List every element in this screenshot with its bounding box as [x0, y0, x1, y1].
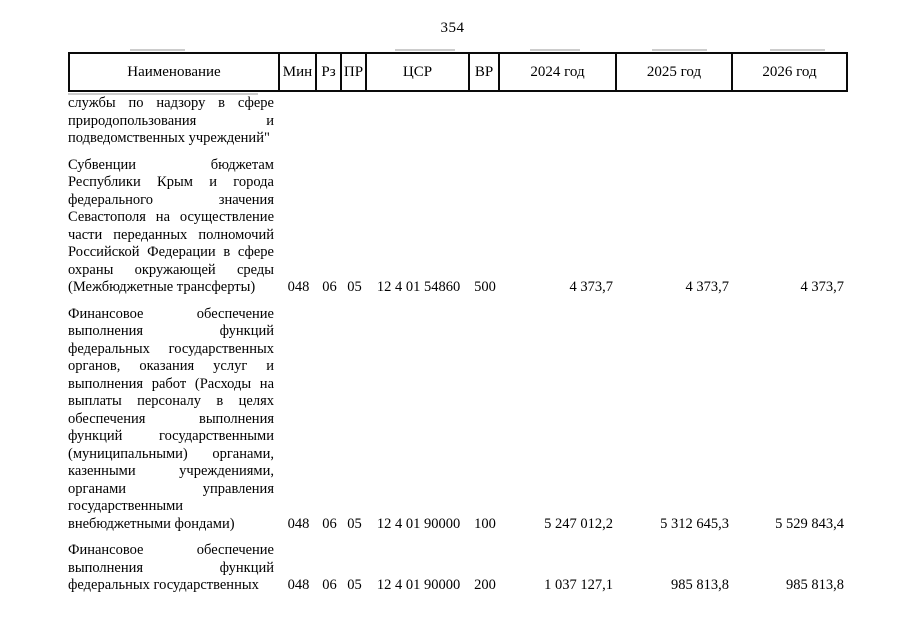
- cell-min: 048: [287, 279, 310, 295]
- table-header: Наименование Мин Рз ПР ЦСР ВР 2024 год 2…: [68, 52, 848, 92]
- cell-2025: 5 312 645,3: [660, 515, 729, 532]
- header-cell-min: Мин: [280, 52, 317, 92]
- cell-vr: 100: [474, 515, 496, 532]
- header-cell-2025: 2025 год: [617, 52, 733, 92]
- cell-min: 048: [287, 515, 310, 532]
- table-row: Субвенции бюджетам Республики Крым и гор…: [68, 157, 848, 297]
- scan-artifact: [68, 93, 258, 95]
- header-cell-name: Наименование: [68, 52, 280, 92]
- cell-name: службы по надзору в сфере природопользов…: [68, 95, 274, 146]
- scan-artifact: [130, 49, 185, 51]
- cell-2025: 4 373,7: [685, 279, 730, 295]
- header-cell-2024: 2024 год: [500, 52, 617, 92]
- cell-csr: 12 4 01 90000: [376, 515, 461, 532]
- cell-2026: 5 529 843,4: [775, 515, 844, 532]
- cell-2024: 1 037 127,1: [544, 577, 613, 593]
- header-cell-rz: Рз: [317, 52, 342, 92]
- cell-2026: 4 373,7: [800, 279, 845, 295]
- cell-pr: 05: [347, 279, 362, 295]
- scan-artifact: [395, 49, 455, 51]
- table-row: службы по надзору в сфере природопользов…: [68, 95, 848, 148]
- scan-artifact: [652, 49, 707, 51]
- cell-2024: 5 247 012,2: [544, 515, 613, 532]
- table-row: Финансовое обеспечение выполнения функци…: [68, 542, 848, 595]
- cell-2025: 985 813,8: [671, 577, 729, 593]
- cell-csr: 12 4 01 90000: [376, 577, 461, 593]
- scan-artifact: [530, 49, 580, 51]
- header-cell-2026: 2026 год: [733, 52, 848, 92]
- cell-pr: 05: [347, 515, 362, 532]
- header-cell-vr: ВР: [470, 52, 500, 92]
- cell-min: 048: [287, 577, 310, 593]
- cell-2024: 4 373,7: [569, 279, 614, 295]
- cell-pr: 05: [347, 577, 362, 593]
- cell-rz: 06: [322, 279, 337, 295]
- cell-2026: 985 813,8: [786, 577, 844, 593]
- header-cell-csr: ЦСР: [367, 52, 470, 92]
- cell-vr: 200: [474, 577, 496, 593]
- page-number: 354: [440, 20, 465, 36]
- cell-vr: 500: [474, 279, 496, 295]
- scan-artifact: [770, 49, 825, 51]
- header-cell-pr: ПР: [342, 52, 367, 92]
- table-row: Финансовое обеспечение выполнения функци…: [68, 306, 848, 534]
- cell-rz: 06: [322, 577, 337, 593]
- table-body: службы по надзору в сфере природопользов…: [68, 95, 848, 595]
- budget-table: Наименование Мин Рз ПР ЦСР ВР 2024 год 2…: [68, 52, 848, 595]
- cell-name: Субвенции бюджетам Республики Крым и гор…: [68, 156, 274, 296]
- cell-name: Финансовое обеспечение выполнения функци…: [68, 542, 274, 593]
- cell-rz: 06: [322, 515, 337, 532]
- cell-csr: 12 4 01 54860: [376, 279, 461, 295]
- cell-name: Финансовое обеспечение выполнения функци…: [68, 305, 274, 532]
